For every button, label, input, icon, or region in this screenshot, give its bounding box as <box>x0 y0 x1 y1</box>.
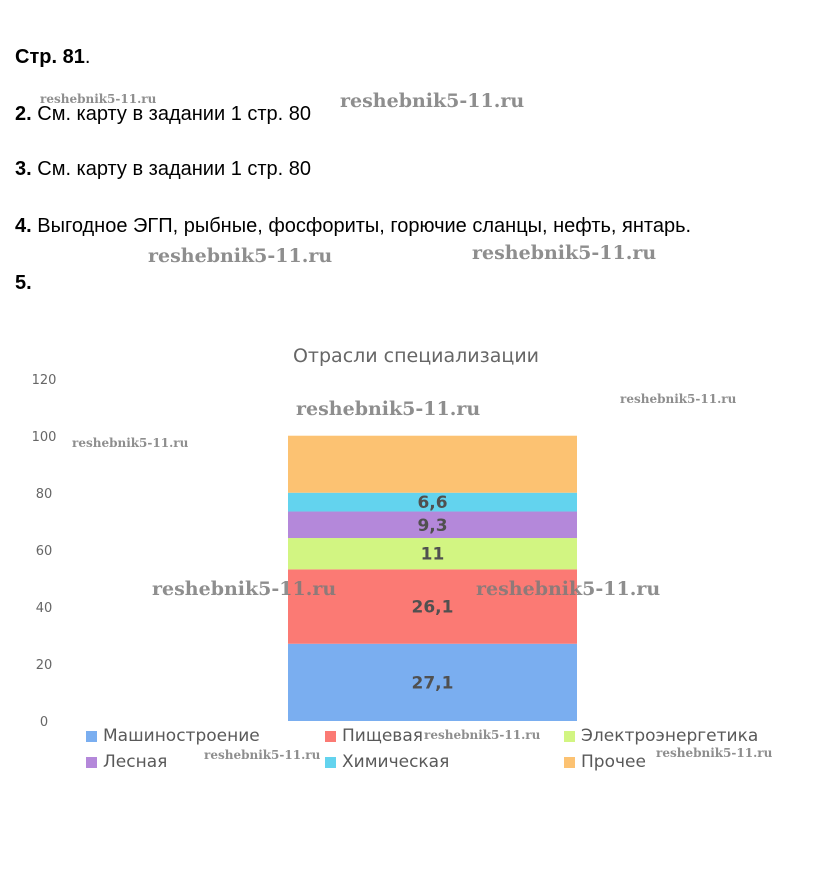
legend-item: Химическая <box>325 752 449 772</box>
legend-item: Прочее <box>564 752 646 772</box>
watermark: reshebnik5-11.ru <box>152 578 337 600</box>
y-tick-label: 100 <box>32 430 57 445</box>
item-text: См. карту в задании 1 стр. 80 <box>31 158 312 180</box>
data-label: 11 <box>421 545 445 565</box>
legend-item: Электроэнергетика <box>564 726 758 746</box>
watermark: reshebnik5-11.ru <box>40 92 157 106</box>
bar-segment-Лесная <box>288 511 577 539</box>
y-axis: 0 20 40 60 80 100 120 <box>32 373 57 730</box>
bar-segment-Пищевая <box>288 569 577 644</box>
legend-item: Лесная <box>86 752 167 772</box>
watermark: reshebnik5-11.ru <box>656 746 773 760</box>
answer-item-2: 2. См. карту в задании 1 стр. 80 <box>15 102 311 126</box>
legend-swatch <box>86 730 97 742</box>
y-tick-label: 20 <box>36 658 53 673</box>
item-text: См. карту в задании 1 стр. 80 <box>31 103 312 125</box>
y-tick-label: 80 <box>36 487 53 502</box>
watermark: reshebnik5-11.ru <box>148 245 333 267</box>
page-ref-dot: . <box>84 46 91 68</box>
legend-label: Электроэнергетика <box>581 726 759 746</box>
legend-item: Машиностроение <box>86 726 260 746</box>
watermark: reshebnik5-11.ru <box>620 392 737 406</box>
legend-label: Машиностроение <box>103 726 260 746</box>
watermark: reshebnik5-11.ru <box>340 90 525 112</box>
y-tick-label: 0 <box>40 715 48 730</box>
y-tick-label: 120 <box>32 373 57 388</box>
item-text: Выгодное ЭГП, рыбные, фосфориты, горючие… <box>31 215 692 237</box>
item-number: 5. <box>15 272 32 294</box>
watermark: reshebnik5-11.ru <box>72 436 189 450</box>
bar-segment-Машиностроение <box>288 643 577 721</box>
item-number: 2. <box>15 103 32 125</box>
answer-item-3: 3. См. карту в задании 1 стр. 80 <box>15 157 311 181</box>
legend-swatch <box>325 730 336 742</box>
legend-label: Прочее <box>581 752 646 772</box>
legend-swatch <box>325 756 336 768</box>
chart-title: Отрасли специализации <box>293 345 539 367</box>
watermark: reshebnik5-11.ru <box>424 728 541 742</box>
data-label: 26,1 <box>412 598 454 618</box>
data-labels: 27,1 26,1 11 9,3 6,6 <box>412 493 454 693</box>
legend-swatch <box>564 756 575 768</box>
answer-item-4: 4. Выгодное ЭГП, рыбные, фосфориты, горю… <box>15 214 691 238</box>
page-reference: Стр. 81. <box>15 45 90 69</box>
watermark: reshebnik5-11.ru <box>296 398 481 420</box>
watermark: reshebnik5-11.ru <box>204 748 321 762</box>
data-label: 27,1 <box>412 673 454 693</box>
legend-label: Лесная <box>103 752 168 772</box>
legend-label: Пищевая <box>342 726 423 746</box>
data-label: 9,3 <box>417 516 447 536</box>
legend-item: Пищевая <box>325 726 423 746</box>
stacked-bar <box>288 435 577 721</box>
legend-label: Химическая <box>342 752 450 772</box>
bar-segment-Прочее <box>288 435 577 493</box>
data-label: 6,6 <box>417 493 447 513</box>
bar-segment-Химическая <box>288 492 577 512</box>
item-number: 3. <box>15 158 32 180</box>
legend-swatch <box>564 730 575 742</box>
watermark: reshebnik5-11.ru <box>476 578 661 600</box>
watermark: reshebnik5-11.ru <box>472 242 657 264</box>
y-tick-label: 40 <box>36 601 53 616</box>
page-ref-number: Стр. 81 <box>15 46 85 68</box>
y-tick-label: 60 <box>36 544 53 559</box>
bar-segment-Электроэнергетика <box>288 538 577 570</box>
item-number: 4. <box>15 215 32 237</box>
legend-swatch <box>86 756 97 768</box>
answer-item-5: 5. <box>15 271 32 295</box>
